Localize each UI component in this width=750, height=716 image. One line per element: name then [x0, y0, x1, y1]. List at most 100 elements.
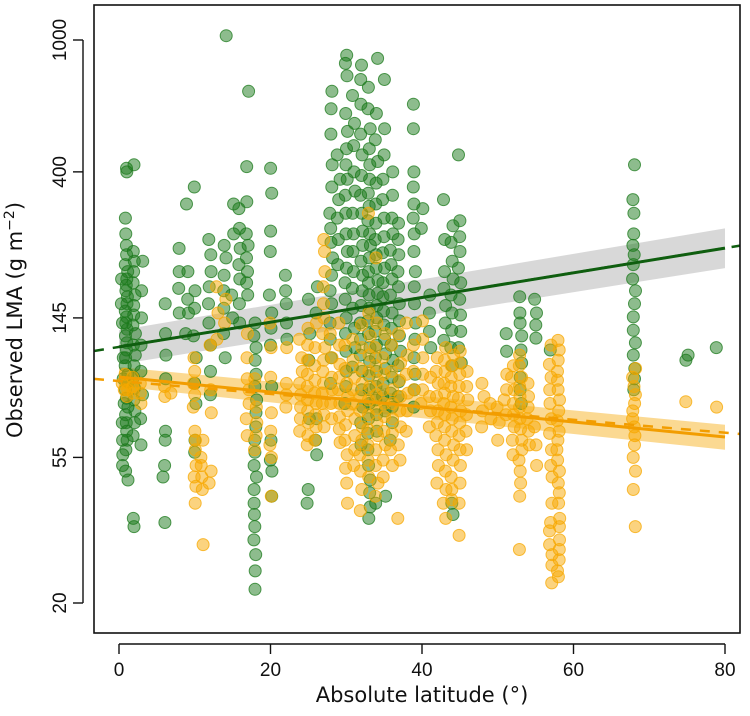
- orange-point: [400, 348, 414, 362]
- green-point: [156, 470, 170, 484]
- orange-point: [117, 383, 131, 397]
- green-point: [347, 139, 361, 153]
- green-point: [300, 496, 314, 510]
- orange-point: [219, 292, 233, 306]
- green-point: [408, 265, 422, 279]
- green-point: [134, 412, 148, 426]
- green-point: [135, 311, 148, 325]
- green-point: [406, 211, 420, 225]
- plot-frame: [93, 4, 741, 634]
- orange-point: [527, 420, 541, 434]
- orange-point: [416, 332, 430, 346]
- orange-point: [475, 376, 489, 390]
- green-point: [451, 261, 465, 275]
- green-point: [438, 265, 451, 279]
- orange-point: [439, 341, 453, 355]
- orange-point: [264, 489, 278, 503]
- orange-point: [512, 453, 526, 467]
- orange-point: [406, 338, 420, 352]
- green-point: [515, 329, 529, 343]
- orange-point: [512, 359, 526, 373]
- orange-point: [264, 341, 278, 355]
- x-tick-label: 40: [411, 660, 432, 681]
- y-tick-label: 1000: [50, 19, 71, 61]
- green-point: [354, 73, 368, 86]
- green-point: [376, 172, 390, 186]
- green-point: [529, 318, 543, 332]
- green-point: [247, 496, 261, 510]
- green-point: [499, 327, 513, 341]
- green-point: [628, 158, 641, 172]
- green-point: [324, 127, 338, 141]
- green-point: [324, 221, 338, 235]
- green-point: [386, 165, 400, 179]
- green-point: [181, 265, 195, 279]
- green-point: [158, 297, 172, 311]
- orange-point: [341, 496, 354, 510]
- green-point: [249, 548, 263, 562]
- orange-point: [399, 316, 413, 330]
- orange-point: [453, 344, 467, 358]
- orange-point: [416, 351, 430, 365]
- green-point: [240, 160, 254, 174]
- orange-point: [264, 406, 278, 420]
- green-point: [263, 245, 277, 258]
- orange-point: [263, 438, 277, 452]
- green-point: [385, 306, 399, 320]
- green-point: [392, 280, 405, 294]
- orange-fit-line: [118, 375, 726, 439]
- green-point: [265, 464, 279, 478]
- green-point: [325, 180, 339, 194]
- y-axis: 20 55 145 400 1000: [50, 19, 84, 614]
- green-point: [249, 341, 263, 355]
- green-point: [383, 288, 397, 302]
- green-point: [453, 245, 467, 258]
- green-point: [348, 116, 361, 130]
- green-point: [217, 238, 231, 252]
- orange-point: [453, 459, 467, 472]
- orange-point: [452, 528, 466, 542]
- orange-point: [679, 395, 693, 409]
- orange-point: [513, 464, 527, 478]
- green-point: [346, 245, 360, 258]
- green-point: [454, 308, 467, 322]
- y-tick-label: 55: [50, 447, 71, 468]
- green-point: [202, 316, 216, 330]
- green-point: [219, 251, 233, 265]
- orange-point: [318, 265, 332, 279]
- orange-point: [248, 443, 261, 457]
- orange-point: [552, 553, 566, 567]
- green-point: [377, 73, 391, 86]
- orange-point: [513, 489, 527, 503]
- green-point: [513, 316, 527, 330]
- green-point: [247, 533, 261, 547]
- green-point: [127, 520, 141, 534]
- green-point: [248, 582, 262, 596]
- green-point: [414, 221, 428, 235]
- green-point: [362, 511, 376, 525]
- orange-point: [188, 364, 202, 378]
- orange-point: [459, 424, 473, 438]
- green-point: [368, 133, 382, 147]
- green-point: [248, 564, 262, 578]
- green-point: [500, 344, 514, 358]
- green-point: [116, 459, 130, 472]
- orange-point: [529, 438, 543, 452]
- orange-point: [626, 483, 640, 496]
- green-point: [629, 284, 642, 298]
- orange-point: [196, 538, 210, 552]
- green-point: [407, 280, 421, 294]
- orange-point: [430, 476, 444, 490]
- green-point: [247, 508, 261, 521]
- green-point: [406, 122, 420, 136]
- green-point: [391, 265, 405, 279]
- orange-point: [376, 351, 390, 365]
- orange-point: [202, 476, 216, 490]
- orange-point: [323, 327, 337, 341]
- orange-point: [552, 520, 566, 534]
- orange-point: [552, 464, 566, 478]
- orange-point: [308, 433, 322, 447]
- green-point: [158, 516, 172, 529]
- green-point: [392, 216, 405, 230]
- orange-point: [415, 314, 429, 328]
